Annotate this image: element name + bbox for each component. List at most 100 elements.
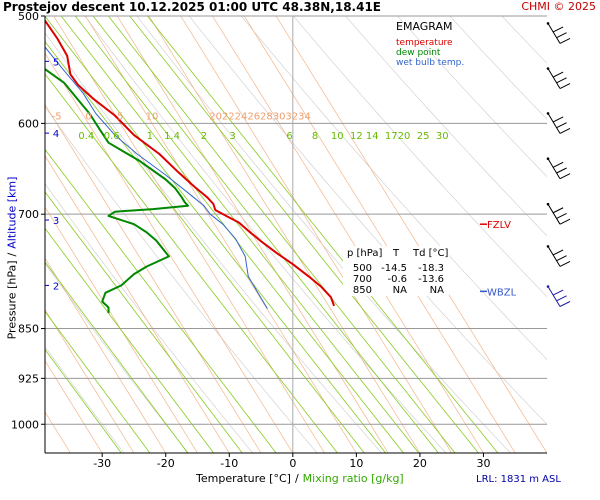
chart-title: Prostejov descent 10.12.2025 01:00 UTC 4… (3, 0, 382, 14)
isotherm-label: 20 (209, 111, 222, 122)
info-table: p [hPa] T Td [°C] 500 -14.5 -18.3 700 -0… (343, 246, 449, 296)
altitude-tick-label: 4 (53, 129, 59, 140)
dry-adiabat (345, 16, 547, 237)
wind-barb-feather (556, 77, 567, 84)
isotherm-label: 24 (235, 111, 248, 122)
wind-barb-feather (552, 207, 564, 214)
mixing-ratio-line (107, 16, 456, 453)
wind-barb-base (546, 112, 550, 115)
isotherm (275, 16, 547, 453)
series-wet-bulb-temp-line (45, 46, 268, 310)
mixing-ratio-label: 0.4 (78, 131, 94, 142)
x-tick-label: 10 (349, 457, 363, 470)
wind-barb-feather (559, 37, 571, 44)
mixing-ratio-line (74, 16, 420, 453)
wind-barb-feather (559, 127, 571, 134)
legend: EMAGRAM temperature dew point wet bulb t… (396, 20, 464, 68)
x-tick-label: -20 (157, 457, 175, 470)
table-header-p: p [hPa] (347, 248, 382, 259)
dry-adiabat (45, 106, 318, 453)
wind-barb-feather (556, 295, 567, 302)
isotherm (45, 257, 167, 453)
wind-barb-feather (559, 173, 571, 180)
isotherm (243, 16, 516, 453)
isotherm (148, 16, 421, 453)
table-cell: -14.5 (381, 263, 407, 274)
series-temperature-line (45, 18, 336, 307)
mixing-ratio-label: 12 (350, 131, 363, 142)
table-cell: -18.3 (418, 263, 444, 274)
pressure-tick-label: 850 (18, 323, 39, 336)
legend-wetbulb: wet bulb temp. (396, 58, 464, 68)
wind-barb (546, 67, 571, 89)
y-axis-label-secondary: Altitude [km] (5, 176, 19, 249)
wind-barb-feather (556, 213, 567, 219)
wind-barb-feather (559, 260, 571, 267)
wind-barb (546, 22, 571, 44)
x-tick-label: 20 (413, 457, 427, 470)
mixing-ratio-label: 3 (229, 131, 235, 142)
isotherm-label: 26 (247, 111, 260, 122)
wind-barb (546, 202, 571, 225)
dry-adiabat (293, 16, 547, 298)
altitude-tick-label: 3 (53, 216, 59, 227)
wind-barb-staff (547, 246, 561, 267)
wind-barb-base (546, 245, 550, 248)
x-tick-label: -10 (220, 457, 238, 470)
wind-barb-feather (556, 122, 567, 129)
wind-barb-feather (559, 218, 571, 225)
mixing-ratio-label: 14 (366, 131, 379, 142)
mixing-ratio-label: 0.6 (104, 131, 120, 142)
isotherm (45, 103, 262, 453)
isotherm-label: 10 (146, 111, 159, 122)
x-tick-label: 30 (476, 457, 490, 470)
isotherm (45, 308, 135, 453)
mixing-ratio-line (45, 261, 189, 453)
copyright: CHMI © 2025 (521, 0, 596, 13)
altitude-tick-label: 5 (53, 57, 59, 68)
wind-barb-feather (559, 83, 571, 89)
wind-barb-base (546, 67, 550, 70)
mixing-ratio-label: 1 (147, 131, 153, 142)
x-tick-label: 0 (289, 457, 296, 470)
table-header-t: T (392, 248, 400, 259)
altitude-tick-label: 2 (53, 281, 59, 292)
series-dew-point-line (45, 67, 189, 314)
mixing-ratio-label: 25 (417, 131, 430, 142)
dry-adiabat (240, 16, 547, 360)
pressure-tick-label: 700 (18, 208, 39, 221)
isotherm (85, 16, 357, 453)
isotherm-label: 32 (285, 111, 298, 122)
table-cell: NA (430, 285, 444, 296)
mixing-ratio-label: 20 (398, 131, 411, 142)
wind-barb-feather (552, 249, 564, 256)
wind-barb-staff (547, 113, 561, 134)
wind-barb-staff (547, 203, 561, 225)
isotherm-label: -5 (52, 111, 62, 122)
wind-barb-feather (559, 301, 571, 307)
table-cell: -13.6 (418, 274, 444, 285)
dry-adiabat (45, 346, 125, 453)
wind-barbs (546, 22, 571, 307)
dry-adiabat (45, 263, 189, 453)
mixing-ratio-line (60, 16, 404, 453)
y-axis-title: Pressure [hPa]/Altitude [km] (5, 176, 19, 340)
isotherm (45, 360, 103, 453)
mixing-ratio-line (45, 310, 151, 453)
mixing-ratio-line (45, 41, 365, 453)
markers: FZLV WBZL (480, 220, 517, 298)
mixing-ratio-line (45, 191, 243, 453)
isotherm-label: 30 (273, 111, 286, 122)
mixing-ratio-label: 30 (436, 131, 449, 142)
mixing-ratio-label: 8 (312, 131, 318, 142)
mixing-ratio-label: 6 (286, 131, 292, 142)
y-axis-label: Pressure [hPa] (5, 260, 19, 340)
table-cell: NA (393, 285, 407, 296)
wind-barb-staff (547, 158, 561, 179)
background-lines (45, 16, 547, 453)
wind-barb-staff (547, 286, 561, 307)
dry-adiabat (449, 16, 547, 120)
mixing-ratio-label: 17 (385, 131, 398, 142)
isotherm (180, 16, 452, 453)
